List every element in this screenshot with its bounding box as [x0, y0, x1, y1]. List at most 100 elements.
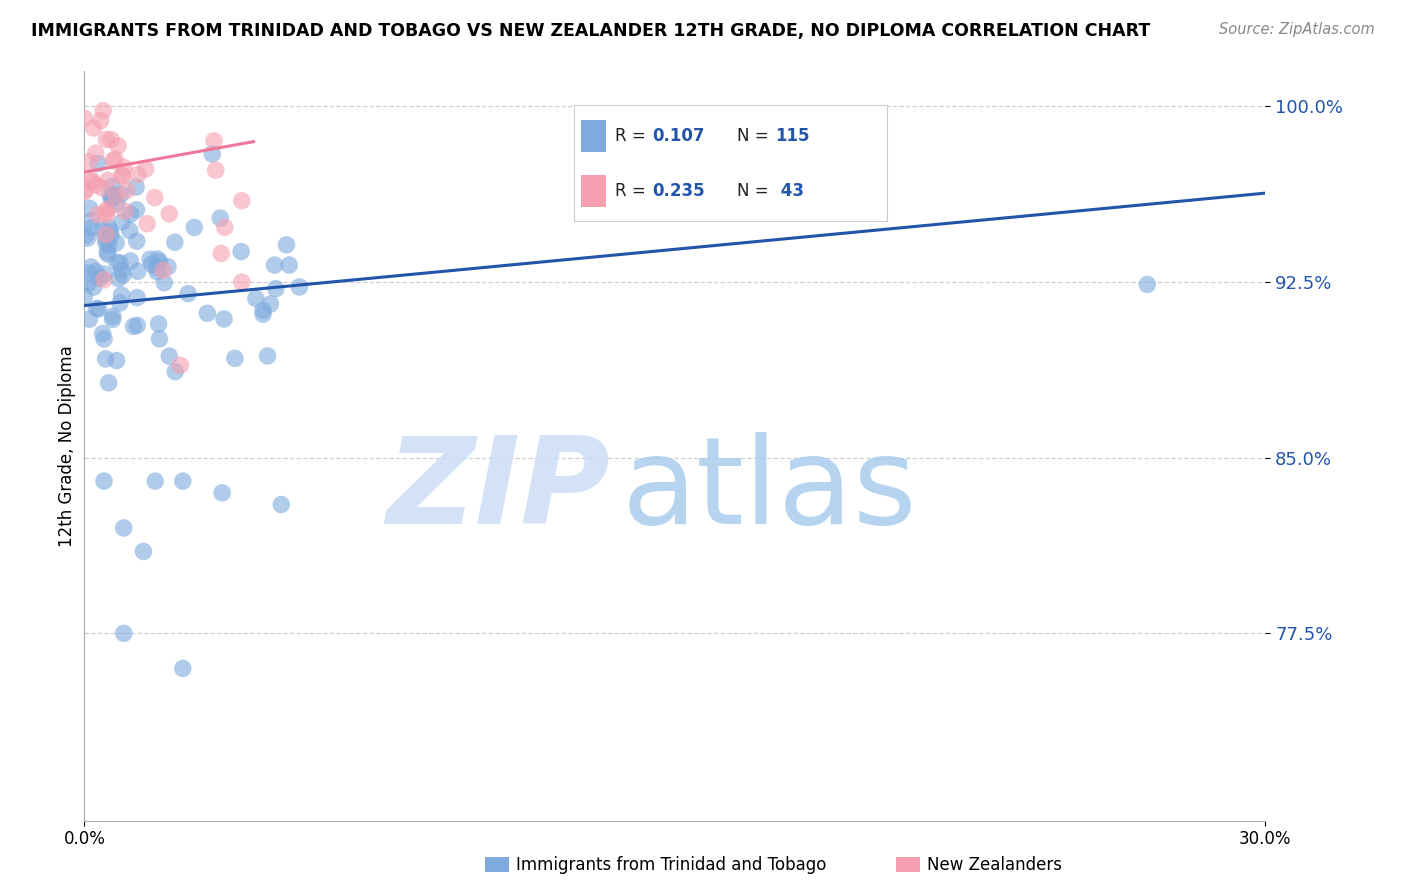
- Point: [87, 301, 110, 316]
- Point: [75, 228, 97, 243]
- Text: atlas: atlas: [621, 433, 917, 549]
- Point: [110, 263, 132, 277]
- Point: [143, 191, 166, 205]
- Point: [148, 332, 170, 346]
- Point: [231, 275, 253, 289]
- Point: [73, 185, 96, 199]
- Point: [94, 236, 117, 251]
- Point: [127, 318, 149, 333]
- Point: [231, 244, 253, 259]
- Point: [94, 230, 117, 244]
- Point: [212, 312, 235, 326]
- Point: [110, 288, 132, 302]
- Point: [214, 220, 236, 235]
- Point: [263, 258, 285, 272]
- Point: [183, 220, 205, 235]
- Point: [89, 271, 111, 285]
- Point: [93, 273, 115, 287]
- Point: [169, 359, 191, 373]
- Point: [80, 260, 103, 274]
- Point: [146, 265, 169, 279]
- Point: [202, 134, 225, 148]
- Point: [94, 351, 117, 366]
- Point: [132, 544, 155, 558]
- Point: [143, 474, 166, 488]
- Point: [84, 146, 107, 161]
- Point: [125, 180, 148, 194]
- Point: [127, 264, 149, 278]
- Point: [104, 152, 127, 166]
- Point: [101, 191, 124, 205]
- Point: [111, 168, 134, 182]
- Point: [152, 263, 174, 277]
- Point: [256, 349, 278, 363]
- Point: [105, 235, 128, 250]
- Point: [105, 353, 128, 368]
- Point: [94, 204, 117, 219]
- Point: [118, 223, 141, 237]
- Point: [157, 207, 180, 221]
- Point: [93, 332, 115, 346]
- Point: [80, 175, 103, 189]
- Point: [141, 257, 163, 271]
- Point: [103, 153, 125, 168]
- Point: [204, 163, 226, 178]
- Point: [79, 202, 101, 216]
- Point: [157, 349, 180, 363]
- Point: [111, 215, 134, 229]
- Point: [177, 286, 200, 301]
- Point: [127, 168, 149, 182]
- Point: [115, 183, 138, 197]
- Point: [276, 237, 298, 252]
- Point: [136, 217, 159, 231]
- Point: [90, 113, 112, 128]
- Point: [211, 485, 233, 500]
- Point: [91, 326, 114, 341]
- Point: [91, 181, 114, 195]
- Point: [100, 228, 122, 243]
- Point: [77, 154, 100, 169]
- Point: [209, 211, 232, 225]
- Point: [252, 303, 274, 318]
- Point: [120, 254, 142, 268]
- Point: [110, 187, 132, 202]
- Point: [148, 317, 170, 331]
- Point: [278, 258, 301, 272]
- Point: [86, 301, 108, 316]
- Point: [156, 260, 179, 274]
- Point: [83, 120, 105, 135]
- Point: [112, 161, 135, 175]
- Y-axis label: 12th Grade, No Diploma: 12th Grade, No Diploma: [58, 345, 76, 547]
- Point: [91, 103, 114, 118]
- Point: [105, 255, 128, 269]
- Point: [172, 661, 194, 675]
- Point: [163, 235, 186, 249]
- Point: [100, 192, 122, 206]
- Point: [172, 474, 194, 488]
- Point: [84, 264, 107, 278]
- Point: [101, 312, 124, 326]
- Point: [252, 307, 274, 321]
- Point: [86, 208, 108, 222]
- Point: [105, 197, 128, 211]
- Point: [101, 188, 124, 202]
- Point: [209, 246, 232, 260]
- Point: [97, 220, 120, 235]
- Point: [97, 237, 120, 252]
- Point: [1136, 277, 1159, 292]
- Point: [125, 202, 148, 217]
- Text: IMMIGRANTS FROM TRINIDAD AND TOBAGO VS NEW ZEALANDER 12TH GRADE, NO DIPLOMA CORR: IMMIGRANTS FROM TRINIDAD AND TOBAGO VS N…: [31, 22, 1150, 40]
- Point: [96, 208, 118, 222]
- Point: [135, 161, 157, 176]
- Point: [97, 376, 120, 390]
- Point: [96, 227, 118, 242]
- Point: [127, 291, 149, 305]
- Point: [153, 276, 176, 290]
- Point: [149, 255, 172, 269]
- Point: [97, 173, 120, 187]
- Point: [80, 220, 103, 235]
- Point: [101, 179, 124, 194]
- Point: [165, 365, 187, 379]
- Point: [96, 245, 118, 260]
- Point: [101, 310, 124, 324]
